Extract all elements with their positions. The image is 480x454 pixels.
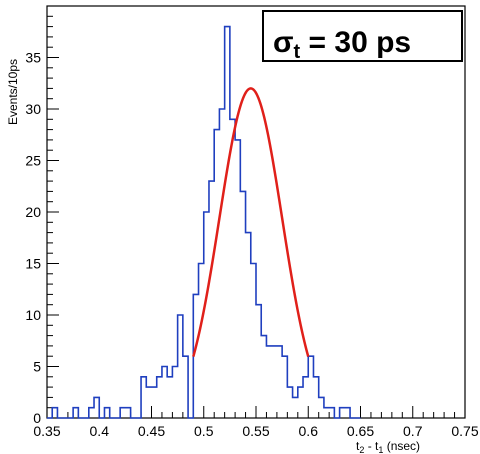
x-tick-label: 0.55 [242,423,269,439]
x-tick-label: 0.75 [451,423,478,439]
annotation-box [262,10,463,62]
x-tick-label: 0.6 [299,423,319,439]
x-tick-label: 0.5 [194,423,214,439]
y-tick-label: 15 [25,256,41,272]
y-axis-title: Events/10ps [6,59,20,125]
histogram-outline [47,25,361,419]
gaussian-fit-curve [192,87,310,357]
x-tick-label: 0.65 [347,423,374,439]
y-tick-label: 30 [25,101,41,117]
sigma-symbol: σ [273,26,294,59]
x-title-mid: - t [364,439,379,453]
annotation-value: = 30 ps [300,26,411,59]
x-tick-label: 0.4 [90,423,110,439]
x-title-unit: (nsec) [383,439,420,453]
x-axis-title: t2 - t1 (nsec) [356,439,420,454]
y-tick-label: 20 [25,204,41,220]
histogram-layer [47,25,361,419]
x-tick-label: 0.7 [403,423,423,439]
x-tick-label: 0.35 [33,423,60,439]
y-tick-label: 35 [25,50,41,66]
x-title-sub2: 2 [359,445,364,454]
y-tick-label: 10 [25,307,41,323]
x-title-t2: t [356,439,360,453]
annotation-text: σt = 30 ps [273,26,411,63]
x-tick-label: 0.45 [138,423,165,439]
y-tick-label: 0 [33,410,41,426]
y-tick-label: 5 [33,359,41,375]
y-tick-label: 25 [25,153,41,169]
x-axis-ticks: 0.35 0.4 0.45 0.5 0.55 0.6 0.65 0.7 0.75 [33,406,479,439]
sigma-subscript: t [294,41,301,63]
y-axis-ticks: 0 5 10 15 20 25 30 35 [25,15,59,426]
x-title-sub1: 1 [378,445,383,454]
plot-frame [46,5,466,419]
